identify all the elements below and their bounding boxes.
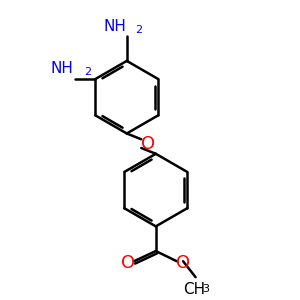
- Text: NH: NH: [104, 19, 127, 34]
- Text: 2: 2: [84, 67, 91, 77]
- Text: O: O: [142, 135, 156, 153]
- Text: 2: 2: [135, 25, 142, 35]
- Text: 3: 3: [202, 284, 209, 294]
- Text: NH: NH: [51, 61, 74, 76]
- Text: O: O: [176, 254, 190, 272]
- Text: CH: CH: [183, 281, 205, 296]
- Text: O: O: [121, 254, 135, 272]
